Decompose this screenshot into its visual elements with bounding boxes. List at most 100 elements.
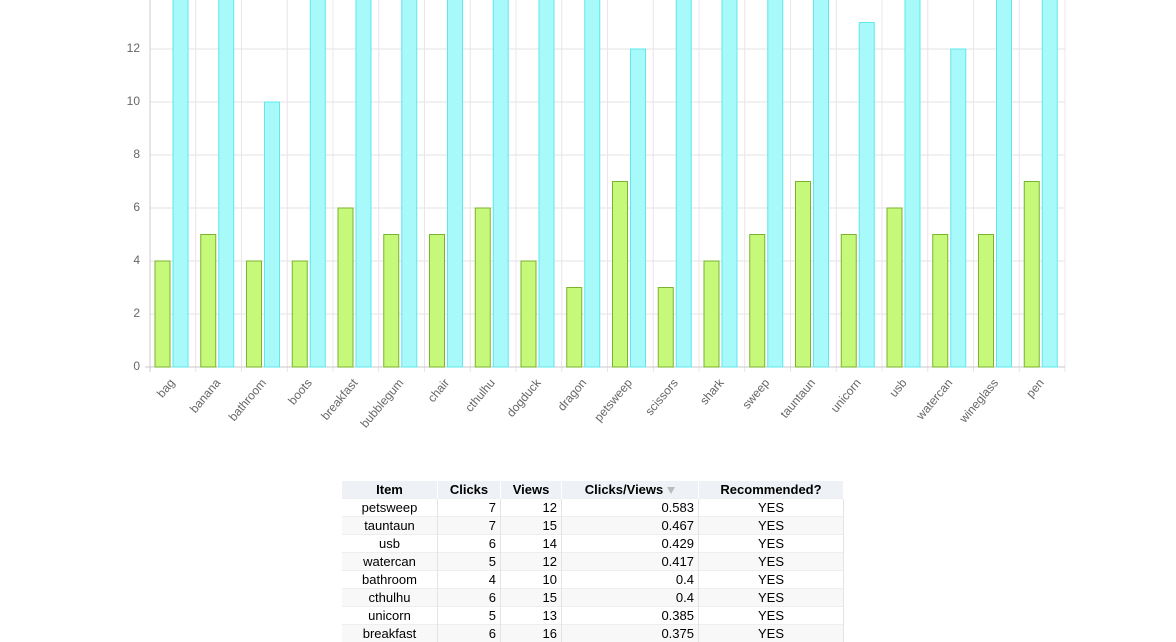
bar [567,288,582,368]
y-tick-label: 8 [133,147,140,161]
table-cell-text: 0.467 [661,518,694,533]
bar [814,0,829,367]
column-header-text: Item [376,482,403,497]
bar [521,261,536,367]
table-cell: 15 [501,589,562,607]
x-tick-label: dogduck [504,375,545,420]
table-cell-text: YES [758,626,784,641]
table-cell-text: YES [758,518,784,533]
x-tick-label: pen [1023,376,1047,400]
bar [1042,0,1057,367]
x-tick-label: bubblegum [357,376,406,430]
table-cell: 12 [501,499,562,517]
x-tick-label: shark [697,375,727,407]
x-tick-label: bag [154,376,178,400]
bar [979,235,994,368]
bar [173,0,188,367]
table-header: Item Clicks Views Clicks/Views Recommended? [342,481,844,499]
x-tick-label: sweep [739,376,772,412]
table-cell-text: cthulhu [369,590,411,605]
bar [201,235,216,368]
table-cell: YES [699,625,844,642]
bar [265,102,280,367]
table-cell: 16 [501,625,562,642]
table-cell-text: tauntaun [364,518,415,533]
table-cell: YES [699,589,844,607]
bar [155,261,170,367]
bar [631,49,646,367]
bar [658,288,673,368]
bar [247,261,262,367]
table-cell: 0.385 [562,607,699,625]
bar [859,23,874,368]
y-tick-label: 6 [133,200,140,214]
y-tick-label: 2 [133,306,140,320]
x-tick-label: unicorn [828,376,864,415]
table-cell: bathroom [342,571,438,589]
table-cell-text: 6 [489,536,496,551]
table-cell: 0.375 [562,625,699,642]
column-header[interactable]: Recommended? [699,481,844,499]
table-cell: YES [699,535,844,553]
table-cell: 0.429 [562,535,699,553]
table-cell-text: 10 [543,572,557,587]
table-cell-text: 12 [543,554,557,569]
table-cell-text: 6 [489,590,496,605]
bar [796,182,811,368]
table-cell-text: 7 [489,518,496,533]
table-cell-text: YES [758,554,784,569]
table-cell-text: 5 [489,608,496,623]
x-tick-label: dragon [555,376,590,414]
bar [722,0,737,367]
table-cell: YES [699,517,844,535]
table-cell-text: YES [758,500,784,515]
x-tick-label: scissors [642,376,681,418]
table-cell: 14 [501,535,562,553]
sort-indicator [667,487,675,494]
column-header[interactable]: Clicks/Views [562,481,699,499]
column-header[interactable]: Views [501,481,562,499]
table-cell: 0.467 [562,517,699,535]
x-tick-label: chair [425,376,452,405]
column-header[interactable]: Clicks [438,481,501,499]
table-cell: 12 [501,553,562,571]
bar [475,208,490,367]
column-header-text: Views [513,482,550,497]
table-cell: usb [342,535,438,553]
table-cell-text: 5 [489,554,496,569]
bar [613,182,628,368]
y-tick-label: 10 [127,94,141,108]
bar [292,261,307,367]
bar [676,0,691,367]
table-cell-text: 0.385 [661,608,694,623]
table-cell-text: 7 [489,500,496,515]
x-tick-label: banana [187,376,224,416]
column-header-text: Clicks [450,482,488,497]
y-tick-label: 4 [133,253,140,267]
table-cell: YES [699,607,844,625]
x-tick-label: breakfast [318,375,361,422]
bar [585,0,600,367]
column-header-text: Clicks/Views [585,482,664,497]
table-cell: YES [699,571,844,589]
table-cell-text: YES [758,572,784,587]
x-tick-label: usb [886,376,909,400]
table-cell: 0.417 [562,553,699,571]
table-cell-text: 0.583 [661,500,694,515]
x-tick-label: wineglass [956,376,1001,426]
column-header-text: Recommended? [720,482,821,497]
table-cell-text: 13 [543,608,557,623]
table-cell-text: 15 [543,590,557,605]
bar [430,235,445,368]
table-row: watercan 5 12 0.417 YES [342,553,844,571]
bar [539,0,554,367]
table-cell: 6 [438,589,501,607]
column-header[interactable]: Item [342,481,438,499]
bar [704,261,719,367]
table-cell-text: 4 [489,572,496,587]
table-cell: watercan [342,553,438,571]
table-cell: YES [699,499,844,517]
